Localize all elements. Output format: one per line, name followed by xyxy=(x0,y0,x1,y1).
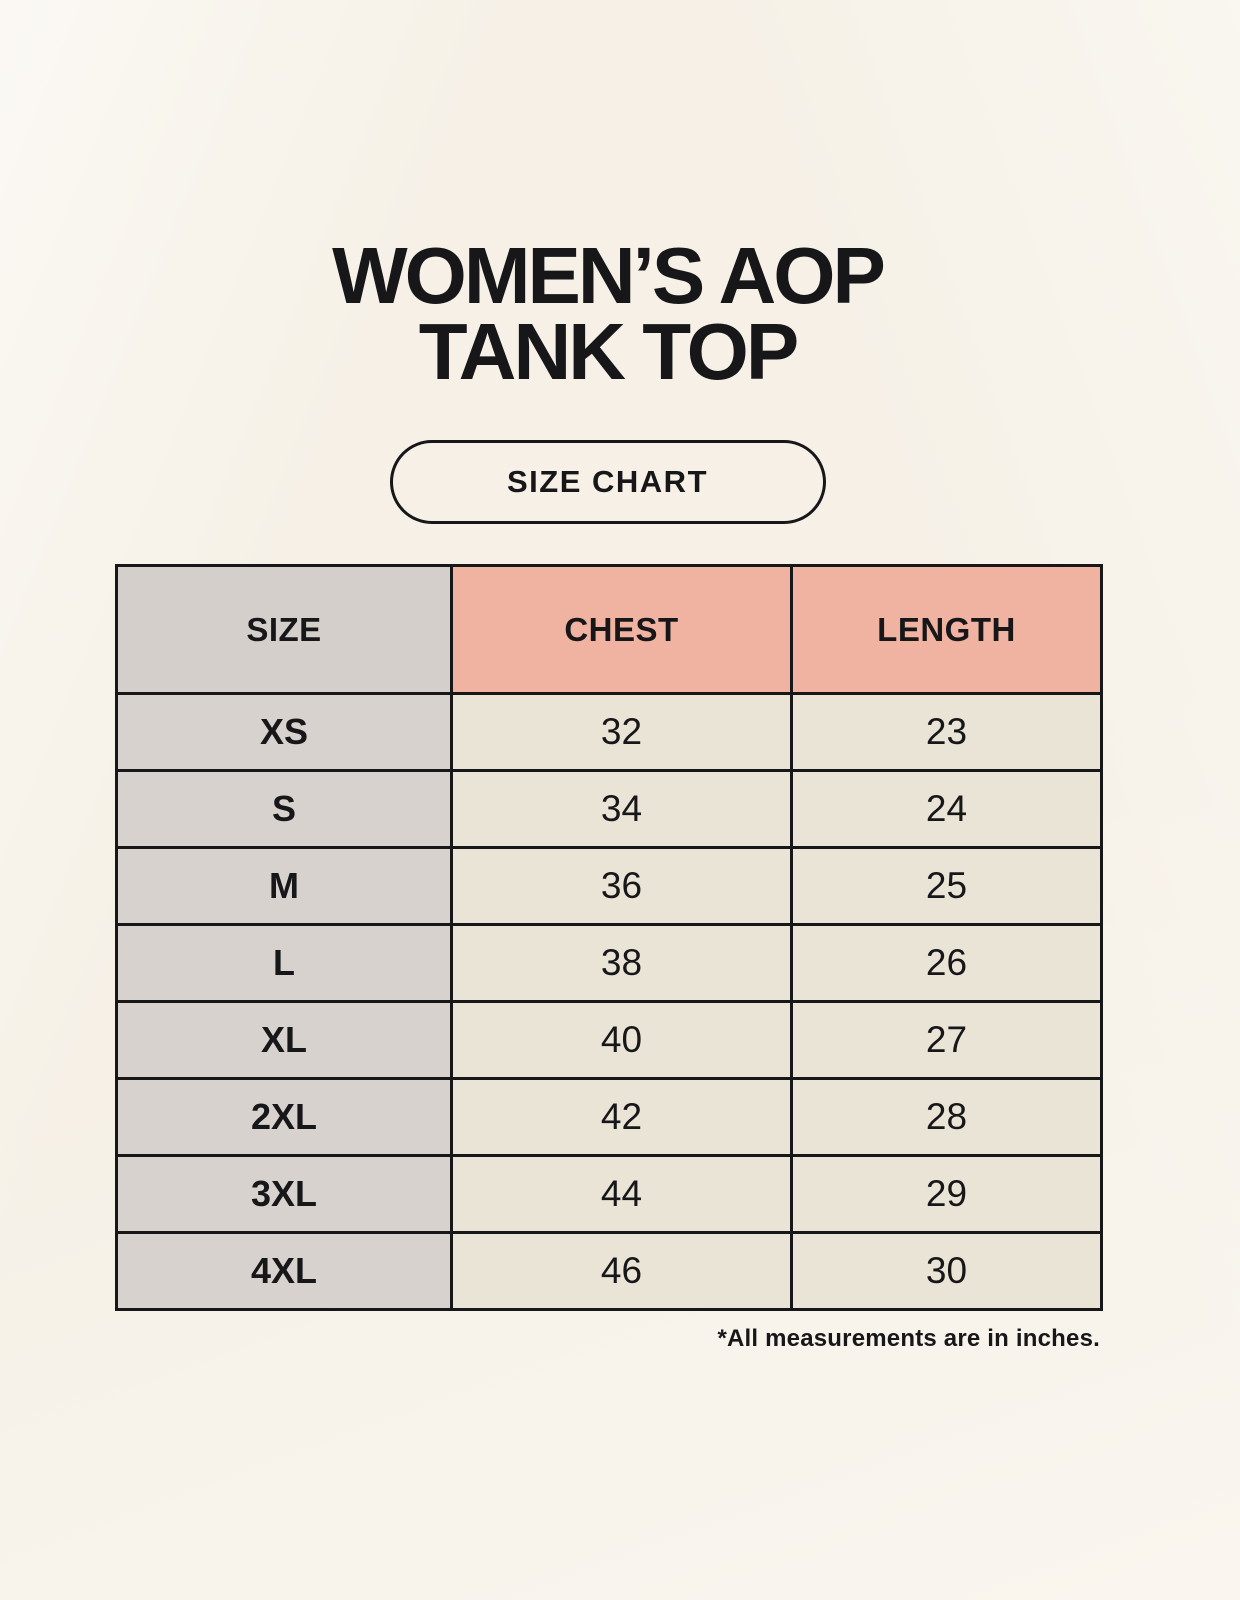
table-row: XS 32 23 xyxy=(115,692,1103,772)
size-cell: L xyxy=(115,923,453,1003)
size-cell: S xyxy=(115,769,453,849)
chest-cell: 44 xyxy=(450,1154,793,1234)
length-cell: 26 xyxy=(790,923,1103,1003)
size-chart-table: SIZE CHEST LENGTH XS 32 23 S 34 24 M 36 … xyxy=(115,564,1103,1311)
length-cell: 30 xyxy=(790,1231,1103,1311)
column-header-length: LENGTH xyxy=(790,564,1103,695)
size-chart-button-label: SIZE CHART xyxy=(507,464,708,499)
page-title-line1: WOMEN’S AOP xyxy=(332,231,886,320)
size-cell: 4XL xyxy=(115,1231,453,1311)
size-cell: M xyxy=(115,846,453,926)
length-cell: 23 xyxy=(790,692,1103,772)
chest-cell: 46 xyxy=(450,1231,793,1311)
table-row: 4XL 46 30 xyxy=(115,1231,1103,1311)
table-row: 2XL 42 28 xyxy=(115,1077,1103,1157)
chest-cell: 38 xyxy=(450,923,793,1003)
header-row: SIZE CHEST LENGTH xyxy=(115,564,1103,695)
page-content: WOMEN’S AOP TANK TOP SIZE CHART SIZE CHE… xyxy=(115,0,1103,1353)
page-title: WOMEN’S AOP TANK TOP xyxy=(115,231,1100,396)
chest-cell: 36 xyxy=(450,846,793,926)
table-row: XL 40 27 xyxy=(115,1000,1103,1080)
measurements-footnote: *All measurements are in inches. xyxy=(717,1325,1100,1352)
column-header-chest: CHEST xyxy=(450,564,793,695)
chest-cell: 32 xyxy=(450,692,793,772)
table-row: L 38 26 xyxy=(115,923,1103,1003)
table-row: M 36 25 xyxy=(115,846,1103,926)
table-row: 3XL 44 29 xyxy=(115,1154,1103,1234)
column-header-size: SIZE xyxy=(115,564,453,695)
page-title-line2: TANK TOP xyxy=(418,307,799,396)
size-cell: 3XL xyxy=(115,1154,453,1234)
length-cell: 27 xyxy=(790,1000,1103,1080)
chest-cell: 40 xyxy=(450,1000,793,1080)
length-cell: 29 xyxy=(790,1154,1103,1234)
length-cell: 28 xyxy=(790,1077,1103,1157)
chest-cell: 34 xyxy=(450,769,793,849)
size-cell: XS xyxy=(115,692,453,772)
size-cell: XL xyxy=(115,1000,453,1080)
table-row: S 34 24 xyxy=(115,769,1103,849)
size-chart-button[interactable]: SIZE CHART xyxy=(389,440,826,524)
length-cell: 25 xyxy=(790,846,1103,926)
chest-cell: 42 xyxy=(450,1077,793,1157)
length-cell: 24 xyxy=(790,769,1103,849)
size-cell: 2XL xyxy=(115,1077,453,1157)
